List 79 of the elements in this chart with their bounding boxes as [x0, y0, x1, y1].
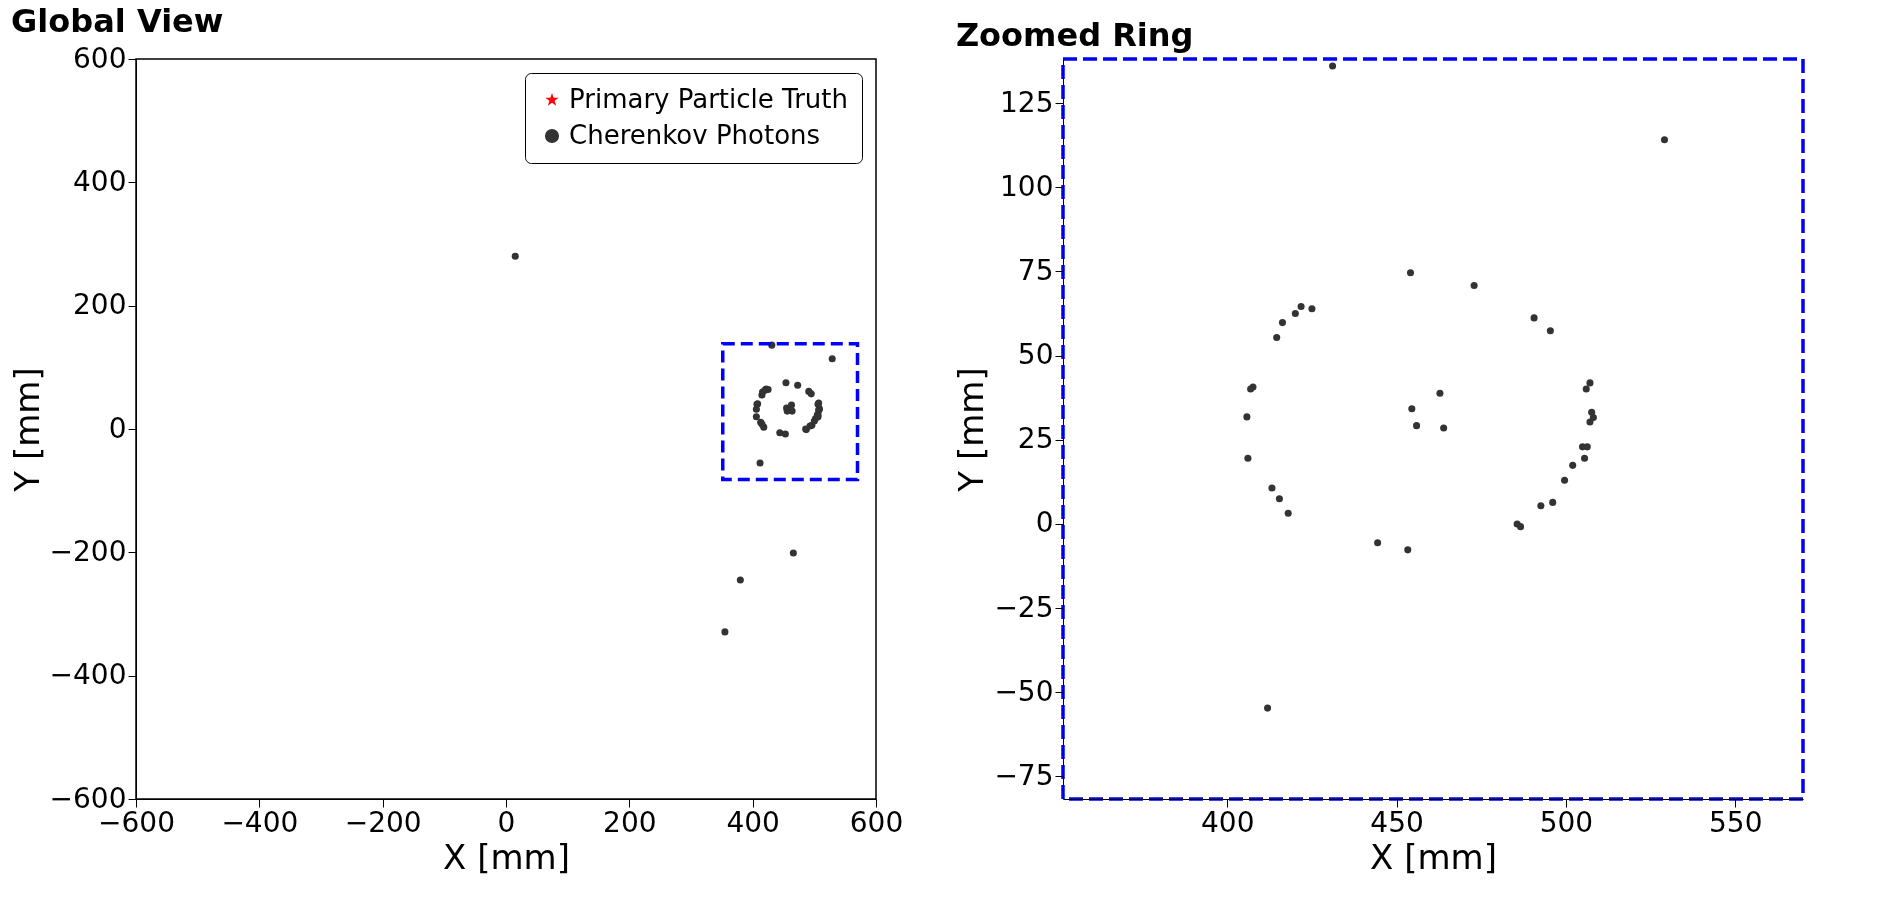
point [1273, 333, 1281, 341]
point [1408, 405, 1416, 413]
point [1268, 484, 1276, 492]
point [721, 628, 729, 636]
point [1586, 379, 1594, 387]
x-tick-label: 200 [603, 805, 657, 839]
x-axis-title: X [mm] [1370, 836, 1497, 877]
y-tick-label: 75 [1017, 253, 1054, 287]
point [1413, 422, 1421, 430]
y-tick-label: 200 [73, 288, 127, 322]
legend-label: Cherenkov Photons [569, 120, 821, 150]
point [1586, 418, 1594, 426]
point [736, 576, 744, 584]
y-tick-label: 0 [108, 411, 127, 445]
point [752, 413, 760, 421]
y-axis-title: Y [mm] [6, 367, 47, 493]
y-tick-label: −50 [994, 674, 1054, 708]
y-tick-label: 100 [1000, 169, 1054, 203]
y-tick-label: −200 [49, 534, 127, 568]
point [756, 459, 764, 467]
point [781, 430, 789, 438]
point [1546, 327, 1554, 335]
x-tick-label: 400 [726, 805, 780, 839]
point [1440, 424, 1448, 432]
point [1582, 385, 1590, 393]
point [1537, 502, 1545, 510]
point [1436, 389, 1444, 397]
point [1278, 319, 1286, 327]
point [1404, 546, 1412, 554]
x-tick-label: 400 [1201, 805, 1255, 839]
x-tick-label: 600 [849, 805, 904, 839]
y-axis-title: Y [mm] [951, 367, 992, 493]
point [1244, 454, 1252, 462]
point [1583, 443, 1591, 451]
point [1517, 523, 1525, 531]
point [794, 381, 802, 389]
point [1297, 302, 1305, 310]
point [1284, 509, 1292, 517]
x-tick-label: 0 [497, 805, 516, 839]
point [1374, 539, 1382, 547]
point [1275, 495, 1283, 503]
y-tick-label: 600 [73, 41, 127, 75]
point [788, 407, 796, 415]
x-tick-label: 500 [1539, 805, 1594, 839]
x-tick-label: 450 [1370, 805, 1424, 839]
chart-title: Zoomed Ring [955, 16, 1194, 54]
point [789, 549, 797, 557]
legend-label: Primary Particle Truth [569, 84, 848, 114]
point [1581, 454, 1589, 462]
point [1329, 62, 1337, 70]
point [1569, 461, 1577, 469]
point [1291, 309, 1299, 318]
point [511, 252, 519, 260]
point [1561, 476, 1569, 484]
point [752, 405, 760, 413]
point [1264, 704, 1272, 712]
point [782, 379, 790, 387]
x-tick-label: 550 [1709, 805, 1763, 839]
x-tick-label: −200 [344, 805, 422, 839]
point [1243, 413, 1251, 421]
y-tick-label: 0 [1035, 506, 1054, 540]
point [1589, 414, 1597, 422]
y-tick-label: 25 [1017, 422, 1054, 456]
chart-title: Global View [11, 2, 224, 40]
point [1549, 498, 1557, 506]
point [1660, 136, 1669, 144]
point [1530, 314, 1538, 322]
y-tick-label: 50 [1017, 338, 1054, 372]
y-tick-label: 400 [73, 164, 127, 198]
y-tick-label: 125 [1000, 85, 1054, 119]
point [1308, 305, 1316, 313]
point [1406, 269, 1415, 277]
x-axis-title: X [mm] [443, 836, 570, 877]
y-tick-label: −75 [994, 758, 1054, 792]
x-tick-label: −400 [221, 805, 299, 839]
y-tick-label: −400 [49, 658, 127, 692]
y-tick-label: −25 [994, 590, 1054, 624]
point [828, 355, 836, 363]
point [1470, 282, 1478, 290]
